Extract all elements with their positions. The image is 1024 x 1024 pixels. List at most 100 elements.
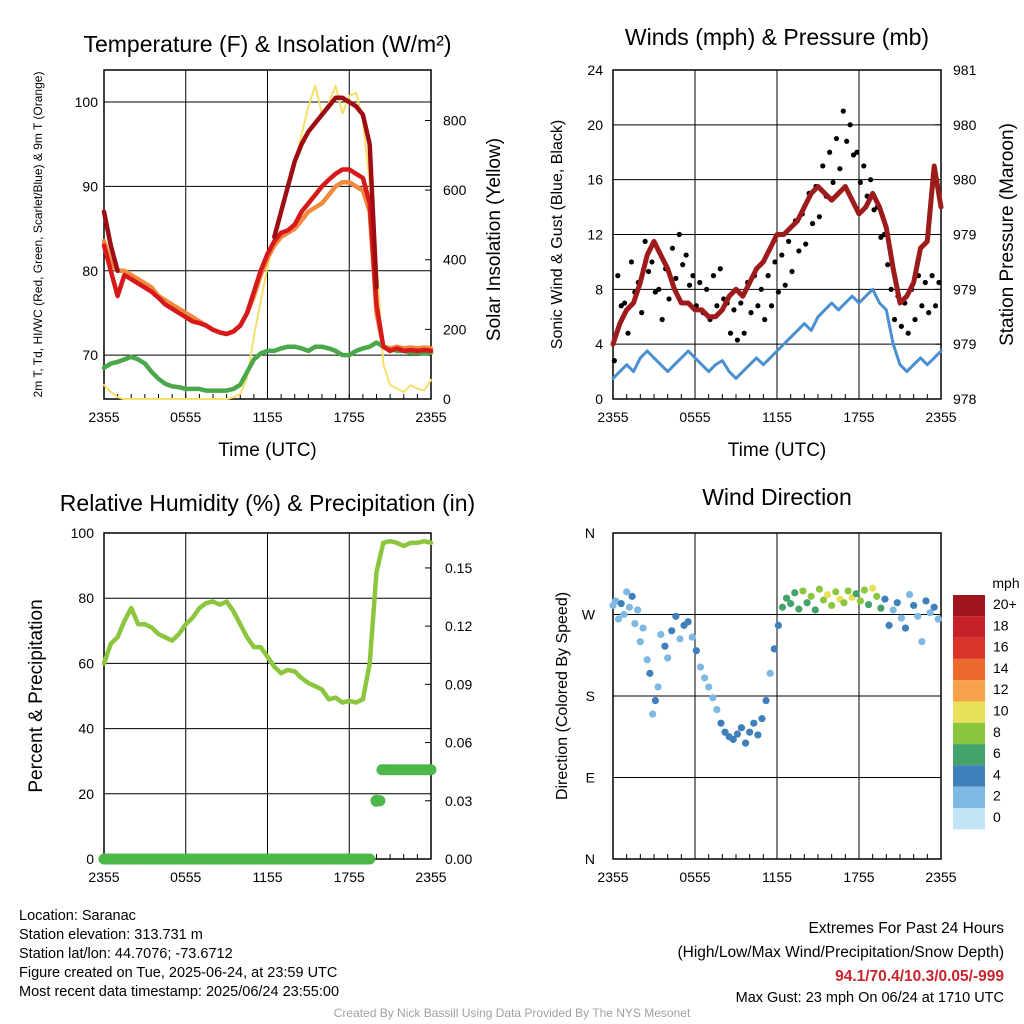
panel-humidity: 2355 0555 1155 1755 2355 Relative Humidity (%… xyxy=(26,490,475,885)
direction-point xyxy=(815,585,823,593)
direction-point xyxy=(713,705,721,714)
direction-point xyxy=(893,599,901,607)
extremes-values: 94.1/70.4/10.3/0.05/-999 xyxy=(835,968,1004,985)
gust-point xyxy=(741,330,747,336)
colorbar-label: 12 xyxy=(993,681,1009,697)
colorbar-swatch xyxy=(953,658,985,681)
direction-point xyxy=(922,597,930,605)
direction-point xyxy=(709,694,717,702)
series-line-td xyxy=(101,340,434,393)
direction-point xyxy=(617,600,625,608)
direction-point xyxy=(910,601,918,610)
gust-point xyxy=(840,108,846,114)
x-tick-label: 1155 xyxy=(762,869,792,885)
y-tick-label: 80 xyxy=(82,263,98,279)
y2-tick-label: 0.15 xyxy=(445,560,472,576)
y2-tick-label: 979 xyxy=(953,281,977,297)
station-location: Location: Saranac xyxy=(19,908,136,924)
gust-point xyxy=(755,303,761,309)
gust-point xyxy=(926,310,932,316)
y2-tick-label: 800 xyxy=(443,112,467,128)
gust-point xyxy=(827,149,833,155)
gust-point xyxy=(820,163,826,169)
direction-point xyxy=(873,592,881,600)
direction-point xyxy=(807,592,815,600)
gust-point xyxy=(868,177,874,183)
gust-point xyxy=(833,135,840,142)
y-tick-label: W xyxy=(582,607,596,623)
y2-tick-label: 979 xyxy=(953,336,977,352)
gust-point xyxy=(861,163,867,169)
gust-point xyxy=(922,279,928,286)
chart-title: Winds (mph) & Pressure (mb) xyxy=(625,24,929,50)
direction-point xyxy=(791,589,799,597)
y-tick-label: 20 xyxy=(78,786,94,802)
direction-point xyxy=(646,669,654,677)
gust-point xyxy=(803,241,809,247)
colorbar-label: 16 xyxy=(993,639,1009,655)
y2-tick-label: 200 xyxy=(443,321,467,337)
gust-point xyxy=(639,310,645,316)
gust-point xyxy=(891,316,898,323)
colorbar-label: 14 xyxy=(993,660,1009,676)
direction-point xyxy=(840,599,848,607)
y-tick-label: N xyxy=(585,525,595,541)
direction-point xyxy=(612,597,620,605)
x-tick-label: 1755 xyxy=(334,869,365,885)
gust-point xyxy=(686,282,693,288)
x-tick-label: 1155 xyxy=(252,409,282,425)
gust-point xyxy=(765,273,771,279)
x-tick-label: 2355 xyxy=(88,409,119,425)
direction-point xyxy=(832,588,840,596)
precip-point xyxy=(364,853,376,865)
station-latlon: Station lat/lon: 44.7076; -73.6712 xyxy=(19,946,233,962)
y-tick-label: 80 xyxy=(78,590,94,606)
colorbar-label: 6 xyxy=(993,745,1001,761)
gust-point xyxy=(738,300,744,306)
gust-point xyxy=(727,330,734,336)
colorbar-label: 18 xyxy=(993,617,1009,633)
gust-point xyxy=(690,273,696,279)
gust-point xyxy=(912,316,918,323)
gust-point xyxy=(758,286,764,292)
chart-title: Wind Direction xyxy=(702,484,852,510)
gust-point xyxy=(731,307,737,313)
direction-point xyxy=(688,633,696,641)
direction-point xyxy=(631,619,639,628)
direction-point xyxy=(778,603,787,611)
gust-point xyxy=(786,238,792,244)
direction-point xyxy=(754,731,762,739)
y2-tick-label: 0.06 xyxy=(445,735,472,751)
gust-point xyxy=(919,303,925,309)
y-tick-label: E xyxy=(586,770,595,786)
gust-point xyxy=(734,337,740,343)
direction-point xyxy=(733,730,741,738)
colorbar-swatch xyxy=(953,722,985,745)
gust-point xyxy=(642,238,648,244)
precip-point xyxy=(425,764,437,776)
direction-point xyxy=(668,627,676,635)
gust-point xyxy=(659,316,665,323)
direction-point xyxy=(705,683,713,691)
direction-point xyxy=(657,630,665,639)
series-line-station-pressure xyxy=(610,163,944,347)
gust-point xyxy=(898,323,904,329)
direction-point xyxy=(623,588,631,596)
y2-tick-label: 979 xyxy=(953,227,977,243)
direction-point xyxy=(741,739,750,747)
gust-point xyxy=(888,286,894,292)
direction-point xyxy=(885,621,893,629)
x-tick-label: 1755 xyxy=(843,869,874,885)
y2-axis-label: Station Pressure (Maroon) xyxy=(997,123,1018,346)
gust-point xyxy=(772,259,778,265)
x-tick-label: 1155 xyxy=(252,869,282,885)
credit-line: Created By Nick Bassill Using Data Provi… xyxy=(333,1006,691,1020)
panel-winds: 2355 0555 1155 1755 2355 Winds (mph) & Pressu… xyxy=(549,24,1018,461)
direction-point xyxy=(696,663,705,671)
y-axis-label: Sonic Wind & Gust (Blue, Black) xyxy=(549,120,566,349)
figure-created: Figure created on Tue, 2025-06-24, at 23… xyxy=(19,965,338,981)
direction-point xyxy=(889,606,897,614)
gust-point xyxy=(830,179,836,186)
precip-point xyxy=(370,794,383,807)
direction-point xyxy=(869,584,877,592)
